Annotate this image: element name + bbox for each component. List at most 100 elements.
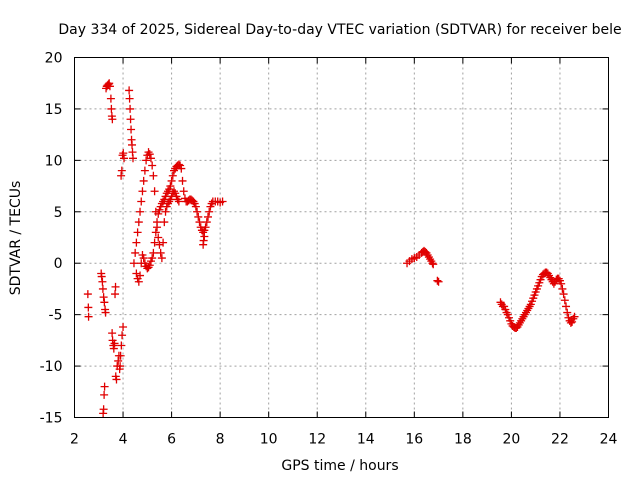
data-point: [167, 176, 176, 185]
x-tick-label: 18: [454, 432, 472, 448]
data-point: [100, 390, 109, 399]
data-point: [566, 318, 575, 327]
data-point: [174, 197, 183, 206]
data-point: [111, 290, 120, 299]
x-tick-label: 2: [70, 432, 79, 448]
data-point: [194, 212, 203, 221]
data-point: [560, 296, 569, 305]
data-point: [145, 150, 154, 159]
data-point: [193, 207, 202, 216]
data-point: [218, 197, 227, 206]
data-point: [116, 351, 125, 360]
data-point: [137, 197, 146, 206]
data-point: [201, 223, 210, 232]
data-point: [139, 176, 148, 185]
data-point: [98, 277, 107, 286]
data-point: [99, 293, 108, 302]
data-point: [204, 212, 212, 221]
data-points: [83, 79, 579, 418]
data-point: [84, 303, 93, 312]
data-point: [177, 164, 186, 173]
data-point: [116, 362, 125, 371]
data-point: [129, 259, 138, 268]
data-point: [199, 236, 208, 245]
data-point: [159, 238, 168, 247]
data-point: [562, 302, 571, 311]
data-point: [136, 207, 145, 216]
data-point: [153, 218, 162, 227]
data-point: [138, 187, 147, 196]
data-point: [154, 209, 163, 218]
data-point: [429, 260, 438, 269]
data-point: [112, 375, 121, 384]
data-point: [160, 218, 169, 227]
data-point: [156, 248, 165, 257]
data-point: [139, 254, 148, 263]
data-point: [149, 248, 158, 257]
data-point: [200, 232, 209, 241]
data-point: [126, 104, 135, 113]
data-point: [195, 218, 204, 227]
data-point: [148, 161, 157, 170]
x-tick-label: 6: [167, 432, 176, 448]
y-tick-label: 15: [45, 102, 63, 118]
x-tick-label: 20: [502, 432, 520, 448]
data-point: [108, 329, 117, 338]
data-point: [125, 86, 134, 95]
x-tick-label: 8: [216, 432, 225, 448]
data-point: [120, 154, 129, 163]
data-point: [106, 94, 115, 103]
x-axis-label: GPS time / hours: [281, 458, 398, 474]
data-point: [110, 339, 119, 348]
data-point: [99, 405, 108, 414]
data-point: [134, 218, 143, 227]
data-point: [161, 207, 170, 216]
data-point: [83, 290, 92, 299]
data-point: [128, 154, 137, 163]
plot-frame: [74, 57, 609, 418]
x-tick-labels: 2 4 6 8 10 12 14 16 18 20 22 24: [70, 432, 617, 448]
grid-lines: [74, 57, 609, 418]
x-tick-label: 16: [405, 432, 423, 448]
data-point: [150, 187, 159, 196]
data-point: [140, 166, 149, 175]
data-point: [132, 238, 141, 247]
data-point: [166, 182, 175, 191]
data-point: [434, 277, 443, 286]
y-tick-label: -10: [40, 359, 63, 375]
y-tick-label: 5: [54, 205, 63, 221]
data-point: [154, 233, 163, 242]
data-point: [98, 284, 107, 293]
y-tick-label: 10: [45, 153, 63, 169]
data-point: [126, 115, 135, 124]
data-point: [108, 115, 117, 124]
data-point: [168, 171, 177, 180]
data-point: [97, 272, 106, 281]
data-point: [145, 261, 154, 270]
data-point: [428, 259, 437, 268]
y-tick-labels: -15 -10 -5 0 5 10 15 20: [40, 51, 63, 427]
data-point: [134, 277, 143, 286]
data-point: [117, 171, 126, 180]
data-point: [125, 94, 134, 103]
y-tick-label: 20: [45, 51, 63, 67]
data-point: [118, 331, 127, 340]
data-point: [114, 356, 123, 365]
data-point: [109, 344, 118, 353]
x-tick-label: 22: [551, 432, 569, 448]
data-point: [149, 171, 158, 180]
data-point: [100, 298, 109, 307]
y-tick-label: -5: [49, 308, 63, 324]
data-point: [174, 160, 183, 169]
data-point: [178, 176, 187, 185]
data-point: [150, 238, 159, 247]
data-point: [148, 254, 157, 263]
data-point: [146, 154, 155, 163]
y-axis-label: SDTVAR / TECUs: [8, 181, 24, 296]
data-point: [119, 149, 128, 158]
data-point: [570, 312, 579, 321]
data-point: [179, 187, 188, 196]
data-point: [202, 218, 211, 227]
